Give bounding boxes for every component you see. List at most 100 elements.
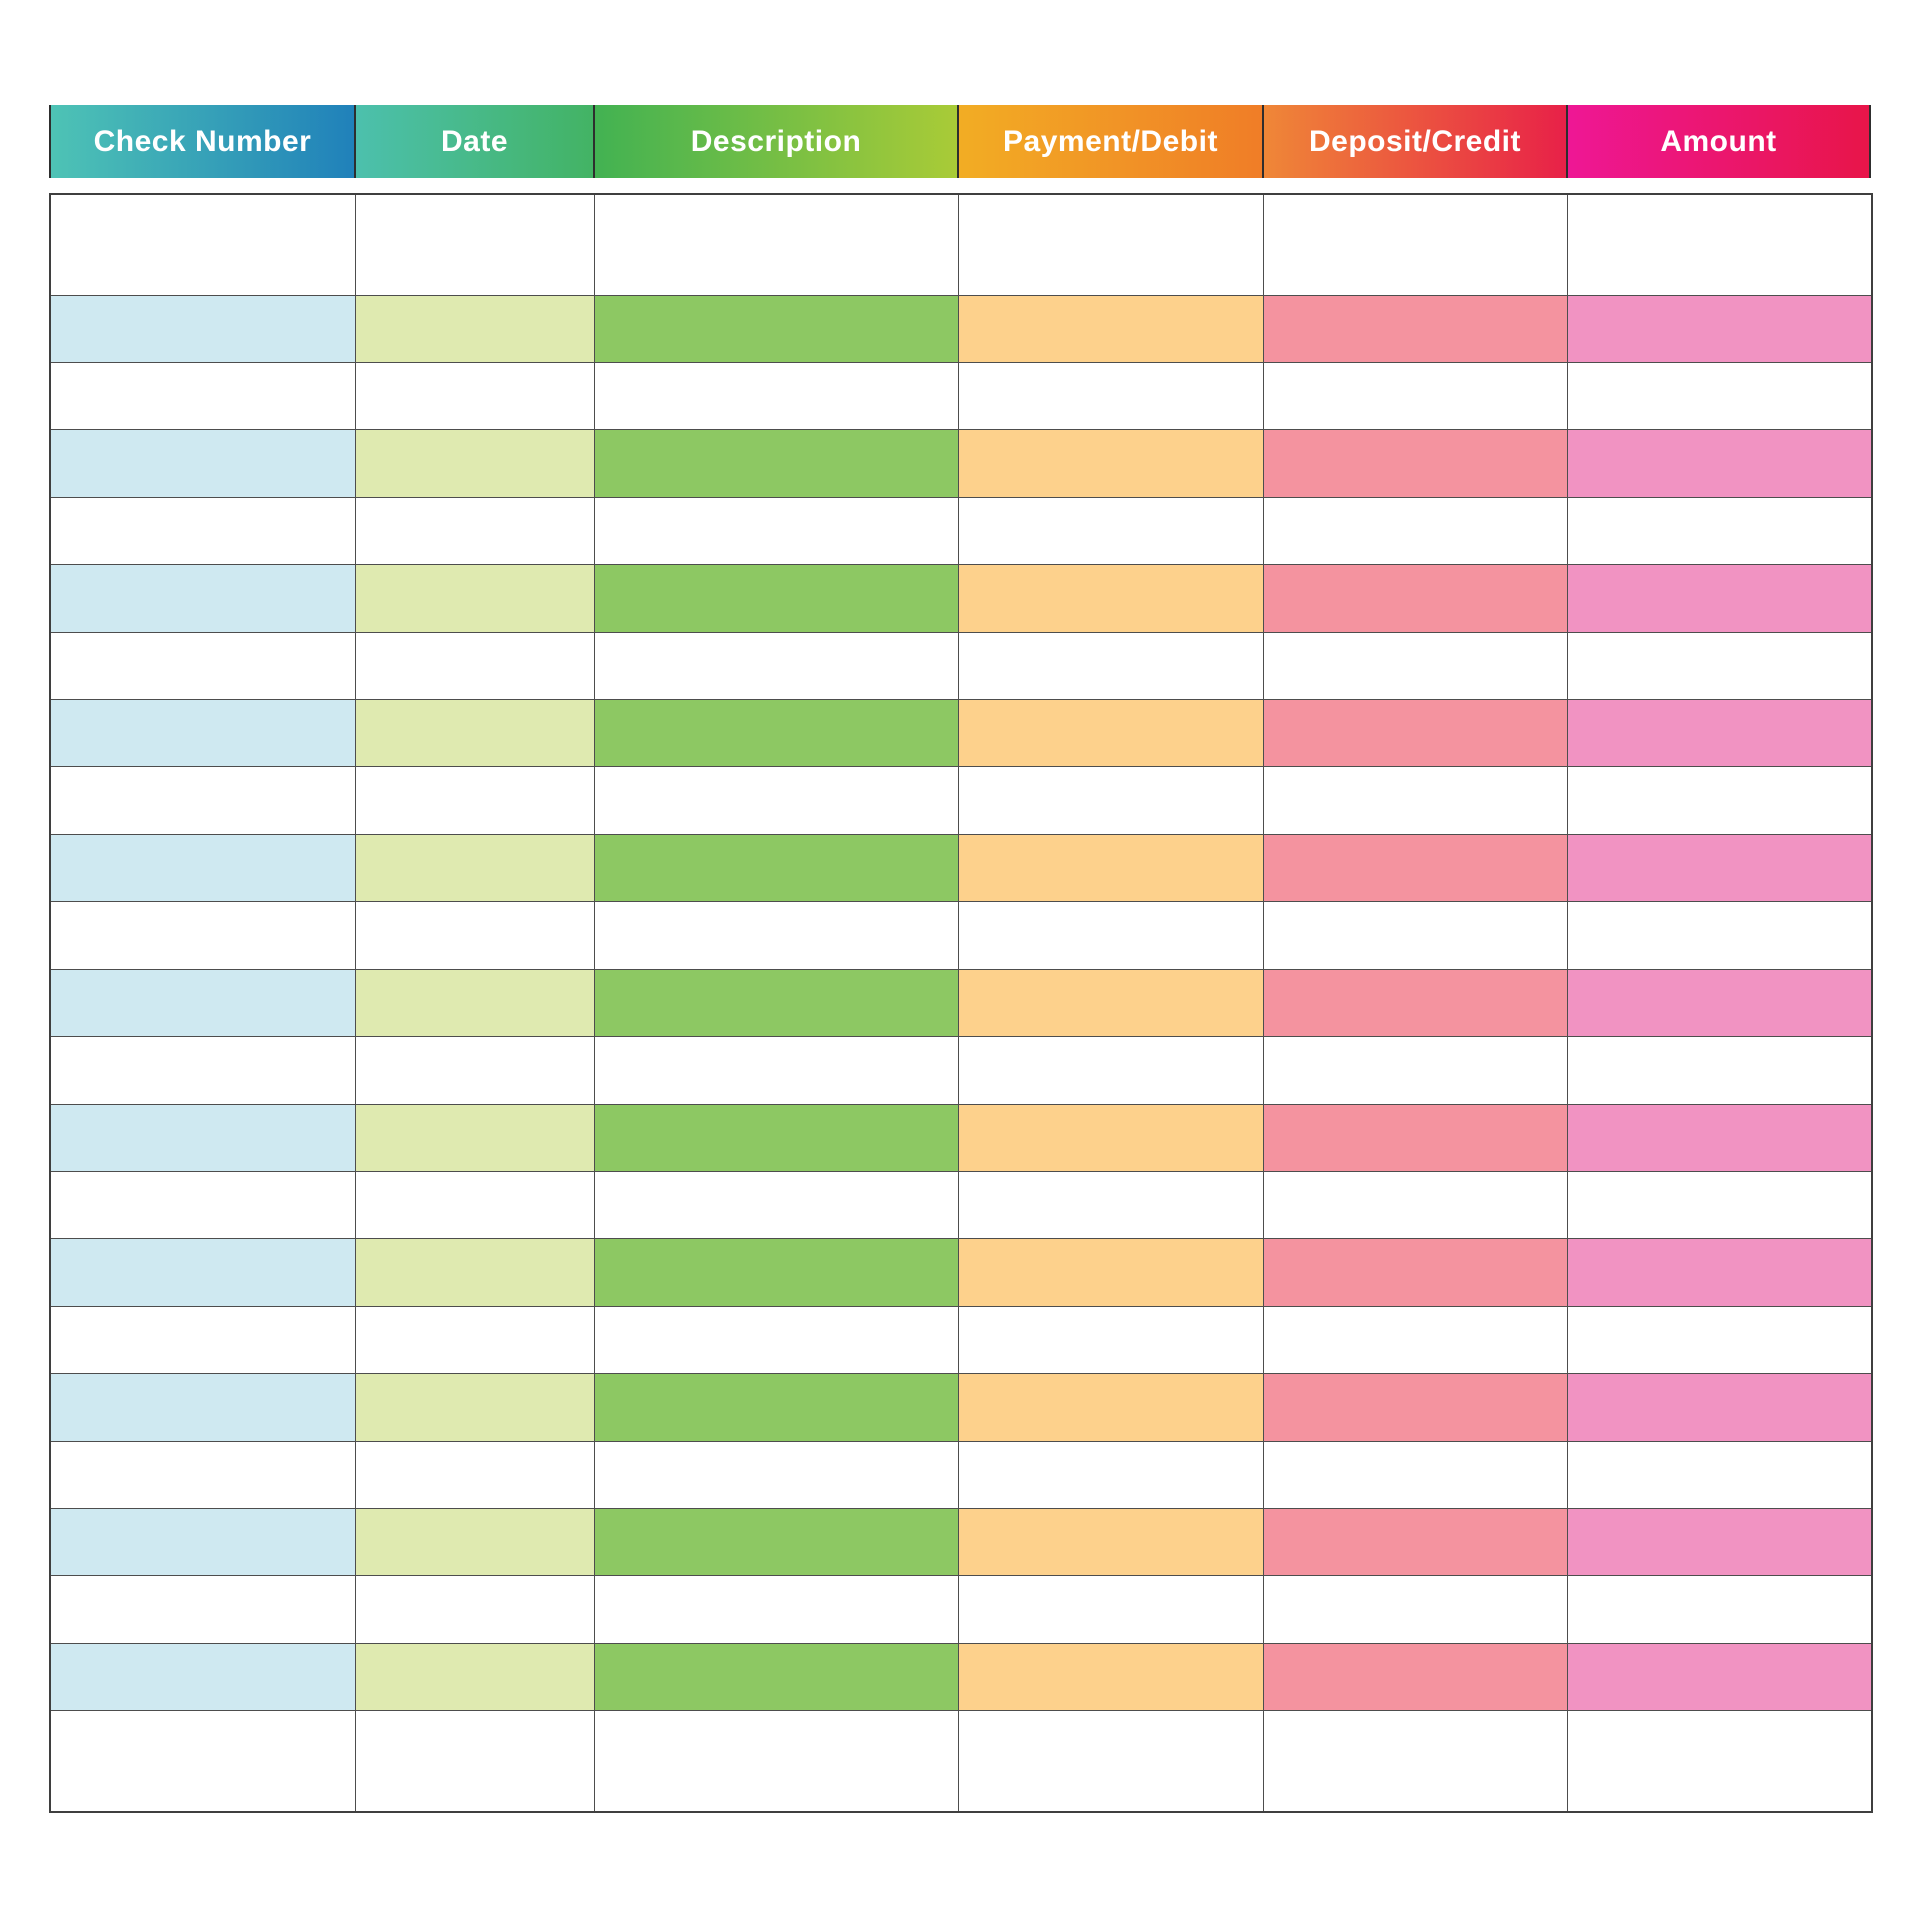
cell-amount-row-8[interactable]: [1566, 699, 1873, 768]
cell-deposit-credit-row-18[interactable]: [1262, 1373, 1568, 1442]
cell-date-row-11[interactable]: [354, 901, 595, 970]
cell-date-row-23[interactable]: [354, 1710, 595, 1813]
cell-description-row-1[interactable]: [593, 193, 959, 296]
cell-check-number-row-14[interactable]: [49, 1103, 356, 1172]
cell-deposit-credit-row-21[interactable]: [1262, 1575, 1568, 1644]
cell-date-row-20[interactable]: [354, 1507, 595, 1577]
cell-payment-debit-row-4[interactable]: [957, 429, 1264, 498]
cell-payment-debit-row-7[interactable]: [957, 631, 1264, 701]
cell-description-row-19[interactable]: [593, 1440, 959, 1509]
cell-date-row-10[interactable]: [354, 833, 595, 903]
cell-payment-debit-row-19[interactable]: [957, 1440, 1264, 1509]
cell-check-number-row-18[interactable]: [49, 1373, 356, 1442]
cell-date-row-4[interactable]: [354, 429, 595, 498]
cell-description-row-6[interactable]: [593, 564, 959, 633]
cell-check-number-row-5[interactable]: [49, 496, 356, 566]
cell-deposit-credit-row-1[interactable]: [1262, 193, 1568, 296]
cell-payment-debit-row-15[interactable]: [957, 1170, 1264, 1240]
cell-deposit-credit-row-3[interactable]: [1262, 362, 1568, 431]
cell-check-number-row-2[interactable]: [49, 294, 356, 364]
cell-payment-debit-row-16[interactable]: [957, 1238, 1264, 1307]
cell-date-row-15[interactable]: [354, 1170, 595, 1240]
cell-date-row-9[interactable]: [354, 766, 595, 835]
cell-amount-row-7[interactable]: [1566, 631, 1873, 701]
cell-deposit-credit-row-11[interactable]: [1262, 901, 1568, 970]
cell-check-number-row-22[interactable]: [49, 1642, 356, 1712]
cell-check-number-row-17[interactable]: [49, 1305, 356, 1375]
cell-check-number-row-4[interactable]: [49, 429, 356, 498]
cell-amount-row-3[interactable]: [1566, 362, 1873, 431]
cell-check-number-row-9[interactable]: [49, 766, 356, 835]
cell-deposit-credit-row-10[interactable]: [1262, 833, 1568, 903]
cell-deposit-credit-row-19[interactable]: [1262, 1440, 1568, 1509]
cell-description-row-16[interactable]: [593, 1238, 959, 1307]
cell-payment-debit-row-8[interactable]: [957, 699, 1264, 768]
cell-payment-debit-row-11[interactable]: [957, 901, 1264, 970]
cell-check-number-row-8[interactable]: [49, 699, 356, 768]
cell-description-row-5[interactable]: [593, 496, 959, 566]
cell-payment-debit-row-13[interactable]: [957, 1036, 1264, 1105]
cell-payment-debit-row-1[interactable]: [957, 193, 1264, 296]
cell-payment-debit-row-21[interactable]: [957, 1575, 1264, 1644]
cell-payment-debit-row-18[interactable]: [957, 1373, 1264, 1442]
cell-description-row-17[interactable]: [593, 1305, 959, 1375]
cell-description-row-15[interactable]: [593, 1170, 959, 1240]
cell-payment-debit-row-10[interactable]: [957, 833, 1264, 903]
cell-payment-debit-row-17[interactable]: [957, 1305, 1264, 1375]
cell-date-row-18[interactable]: [354, 1373, 595, 1442]
cell-amount-row-23[interactable]: [1566, 1710, 1873, 1813]
cell-payment-debit-row-22[interactable]: [957, 1642, 1264, 1712]
cell-amount-row-10[interactable]: [1566, 833, 1873, 903]
cell-date-row-7[interactable]: [354, 631, 595, 701]
cell-check-number-row-11[interactable]: [49, 901, 356, 970]
cell-deposit-credit-row-13[interactable]: [1262, 1036, 1568, 1105]
cell-deposit-credit-row-17[interactable]: [1262, 1305, 1568, 1375]
cell-deposit-credit-row-6[interactable]: [1262, 564, 1568, 633]
cell-description-row-3[interactable]: [593, 362, 959, 431]
cell-description-row-14[interactable]: [593, 1103, 959, 1172]
cell-amount-row-19[interactable]: [1566, 1440, 1873, 1509]
cell-amount-row-13[interactable]: [1566, 1036, 1873, 1105]
cell-check-number-row-21[interactable]: [49, 1575, 356, 1644]
cell-date-row-16[interactable]: [354, 1238, 595, 1307]
cell-date-row-8[interactable]: [354, 699, 595, 768]
cell-check-number-row-1[interactable]: [49, 193, 356, 296]
cell-check-number-row-23[interactable]: [49, 1710, 356, 1813]
cell-date-row-21[interactable]: [354, 1575, 595, 1644]
cell-date-row-1[interactable]: [354, 193, 595, 296]
cell-description-row-23[interactable]: [593, 1710, 959, 1813]
cell-amount-row-1[interactable]: [1566, 193, 1873, 296]
cell-description-row-21[interactable]: [593, 1575, 959, 1644]
cell-check-number-row-10[interactable]: [49, 833, 356, 903]
cell-check-number-row-7[interactable]: [49, 631, 356, 701]
cell-date-row-13[interactable]: [354, 1036, 595, 1105]
cell-deposit-credit-row-22[interactable]: [1262, 1642, 1568, 1712]
cell-amount-row-5[interactable]: [1566, 496, 1873, 566]
cell-payment-debit-row-2[interactable]: [957, 294, 1264, 364]
cell-description-row-2[interactable]: [593, 294, 959, 364]
cell-deposit-credit-row-12[interactable]: [1262, 968, 1568, 1038]
cell-description-row-20[interactable]: [593, 1507, 959, 1577]
cell-date-row-17[interactable]: [354, 1305, 595, 1375]
cell-payment-debit-row-23[interactable]: [957, 1710, 1264, 1813]
cell-deposit-credit-row-7[interactable]: [1262, 631, 1568, 701]
cell-deposit-credit-row-15[interactable]: [1262, 1170, 1568, 1240]
cell-payment-debit-row-6[interactable]: [957, 564, 1264, 633]
cell-check-number-row-16[interactable]: [49, 1238, 356, 1307]
cell-check-number-row-20[interactable]: [49, 1507, 356, 1577]
cell-deposit-credit-row-9[interactable]: [1262, 766, 1568, 835]
cell-description-row-12[interactable]: [593, 968, 959, 1038]
cell-check-number-row-6[interactable]: [49, 564, 356, 633]
cell-amount-row-16[interactable]: [1566, 1238, 1873, 1307]
cell-deposit-credit-row-2[interactable]: [1262, 294, 1568, 364]
cell-description-row-8[interactable]: [593, 699, 959, 768]
cell-amount-row-15[interactable]: [1566, 1170, 1873, 1240]
cell-deposit-credit-row-16[interactable]: [1262, 1238, 1568, 1307]
cell-description-row-18[interactable]: [593, 1373, 959, 1442]
cell-date-row-12[interactable]: [354, 968, 595, 1038]
cell-description-row-4[interactable]: [593, 429, 959, 498]
cell-amount-row-4[interactable]: [1566, 429, 1873, 498]
cell-date-row-19[interactable]: [354, 1440, 595, 1509]
cell-amount-row-18[interactable]: [1566, 1373, 1873, 1442]
cell-amount-row-12[interactable]: [1566, 968, 1873, 1038]
